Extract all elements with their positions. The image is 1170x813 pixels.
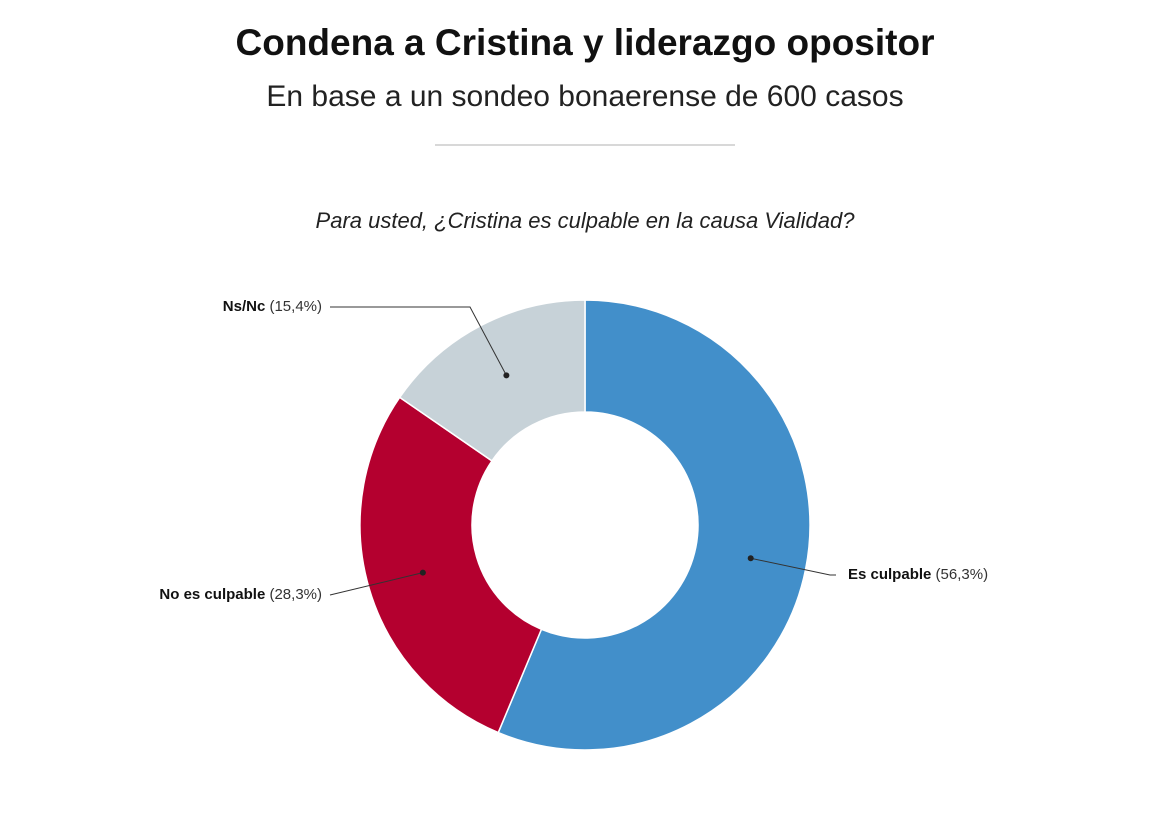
leader-dot (419, 569, 426, 576)
slice (398, 299, 586, 462)
slice-label: Ns/Nc (15,4%) (223, 298, 322, 315)
leader-line (750, 557, 836, 576)
question: Para usted, ¿Cristina es culpable en la … (316, 208, 856, 233)
category-name: Es culpable (848, 566, 931, 583)
value-label: (56,3%) (936, 566, 989, 583)
chart-subtitle: En base a un sondeo bonaerense de 600 ca… (266, 80, 903, 113)
slice-label: Es culpable (56,3%) (848, 566, 988, 583)
slice-label: No es culpable (28,3%) (159, 586, 322, 603)
leader-dot (503, 372, 510, 379)
value-label: (15,4%) (269, 298, 322, 315)
category-name: No es culpable (159, 586, 265, 603)
leader-line (329, 572, 423, 596)
value-label: (28,3%) (269, 586, 322, 603)
leader-dot (747, 555, 754, 562)
leader-line (330, 306, 507, 376)
slice (497, 299, 811, 751)
category-name: Ns/Nc (223, 298, 266, 315)
chart-title: Condena a Cristina y liderazgo opositor (236, 22, 935, 63)
slice (359, 396, 543, 734)
